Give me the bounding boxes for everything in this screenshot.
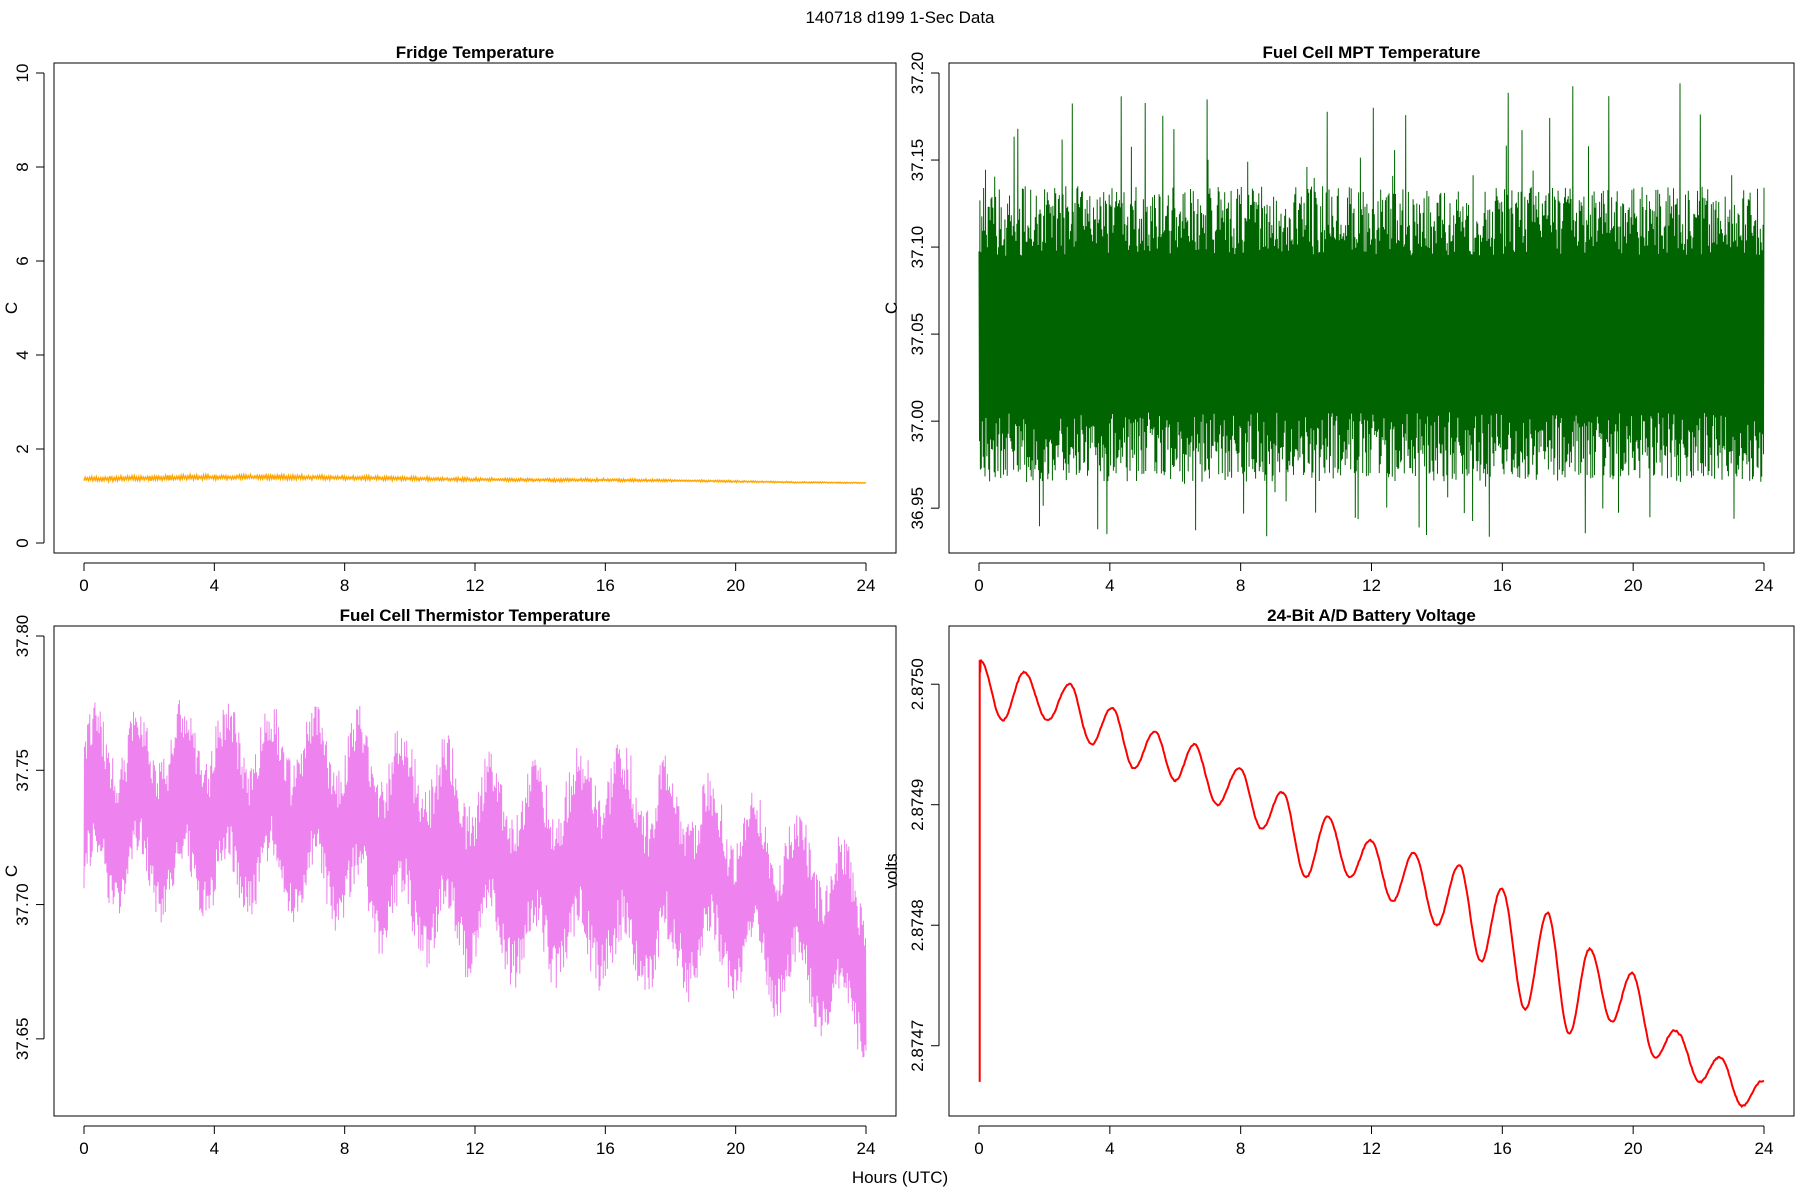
chart-title: 24-Bit A/D Battery Voltage <box>1267 606 1476 625</box>
y-axis-label: C <box>882 302 901 314</box>
x-tick-label: 4 <box>1105 576 1114 595</box>
data-series-line <box>83 471 867 485</box>
x-tick-label: 0 <box>79 576 88 595</box>
y-tick-label: 2.8747 <box>908 1020 927 1072</box>
data-series-line <box>83 700 867 1058</box>
y-tick-label: 10 <box>13 64 32 83</box>
data-series-band <box>979 264 1764 404</box>
x-tick-label: 4 <box>210 576 219 595</box>
chart-panel-3: Fuel Cell Thermistor Temperature 0 4 8 12 16 2… <box>2 606 897 1158</box>
y-tick-label: 37.80 <box>13 615 32 658</box>
x-tick-label: 20 <box>1624 576 1643 595</box>
x-tick-label: 8 <box>1236 1139 1245 1158</box>
x-tick-label: 24 <box>857 576 876 595</box>
y-tick-label: 0 <box>13 538 32 547</box>
x-tick-label: 8 <box>1236 576 1245 595</box>
x-tick-label: 24 <box>857 1139 876 1158</box>
x-tick-label: 16 <box>596 576 615 595</box>
y-axis-label: C <box>2 302 21 314</box>
x-axis-label: Hours (UTC) <box>852 1168 948 1187</box>
x-tick-label: 12 <box>1362 1139 1381 1158</box>
x-tick-label: 12 <box>466 1139 485 1158</box>
y-tick-label: 37.20 <box>908 52 927 95</box>
y-tick-label: 37.00 <box>908 400 927 443</box>
chart-title: Fuel Cell MPT Temperature <box>1263 43 1481 62</box>
x-tick-label: 0 <box>974 576 983 595</box>
y-tick-label: 37.70 <box>13 883 32 926</box>
y-tick-label: 2.8749 <box>908 779 927 831</box>
figure-title: 140718 d199 1-Sec Data <box>805 8 995 27</box>
x-tick-label: 24 <box>1755 576 1774 595</box>
chart-title: Fuel Cell Thermistor Temperature <box>340 606 611 625</box>
y-tick-label: 6 <box>13 256 32 265</box>
plot-frame <box>948 625 1795 1117</box>
y-axis-label: C <box>2 865 21 877</box>
x-tick-label: 20 <box>1624 1139 1643 1158</box>
y-tick-label: 4 <box>13 350 32 359</box>
y-tick-label: 37.15 <box>908 139 927 182</box>
chart-panel-4: 24-Bit A/D Battery Voltage 0 4 8 12 16 20 24 2.8… <box>882 606 1795 1158</box>
x-tick-label: 24 <box>1755 1139 1774 1158</box>
x-tick-label: 8 <box>340 576 349 595</box>
y-tick-label: 2.8748 <box>908 899 927 951</box>
x-tick-label: 4 <box>1105 1139 1114 1158</box>
x-tick-label: 4 <box>210 1139 219 1158</box>
x-tick-label: 16 <box>596 1139 615 1158</box>
y-tick-label: 2.8750 <box>908 658 927 710</box>
plot-frame <box>53 62 897 554</box>
y-tick-label: 36.95 <box>908 487 927 530</box>
x-tick-label: 0 <box>974 1139 983 1158</box>
plot-frame <box>53 625 897 1117</box>
y-tick-label: 37.05 <box>908 313 927 356</box>
y-tick-label: 37.65 <box>13 1018 32 1061</box>
x-tick-label: 12 <box>1362 576 1381 595</box>
x-tick-label: 16 <box>1493 1139 1512 1158</box>
x-tick-label: 12 <box>466 576 485 595</box>
y-axis-label: volts <box>882 854 901 889</box>
chart-panel-2: Fuel Cell MPT Temperature 0 4 8 12 16 20 24 36.9… <box>882 43 1795 595</box>
y-tick-label: 2 <box>13 444 32 453</box>
plot-frame <box>948 62 1795 554</box>
x-tick-label: 16 <box>1493 576 1512 595</box>
y-tick-label: 8 <box>13 162 32 171</box>
chart-title: Fridge Temperature <box>396 43 554 62</box>
data-series-line <box>978 659 1765 1109</box>
x-tick-label: 20 <box>726 576 745 595</box>
x-tick-label: 20 <box>726 1139 745 1158</box>
y-tick-label: 37.75 <box>13 749 32 792</box>
x-tick-label: 0 <box>79 1139 88 1158</box>
x-tick-label: 8 <box>340 1139 349 1158</box>
y-tick-label: 37.10 <box>908 226 927 269</box>
